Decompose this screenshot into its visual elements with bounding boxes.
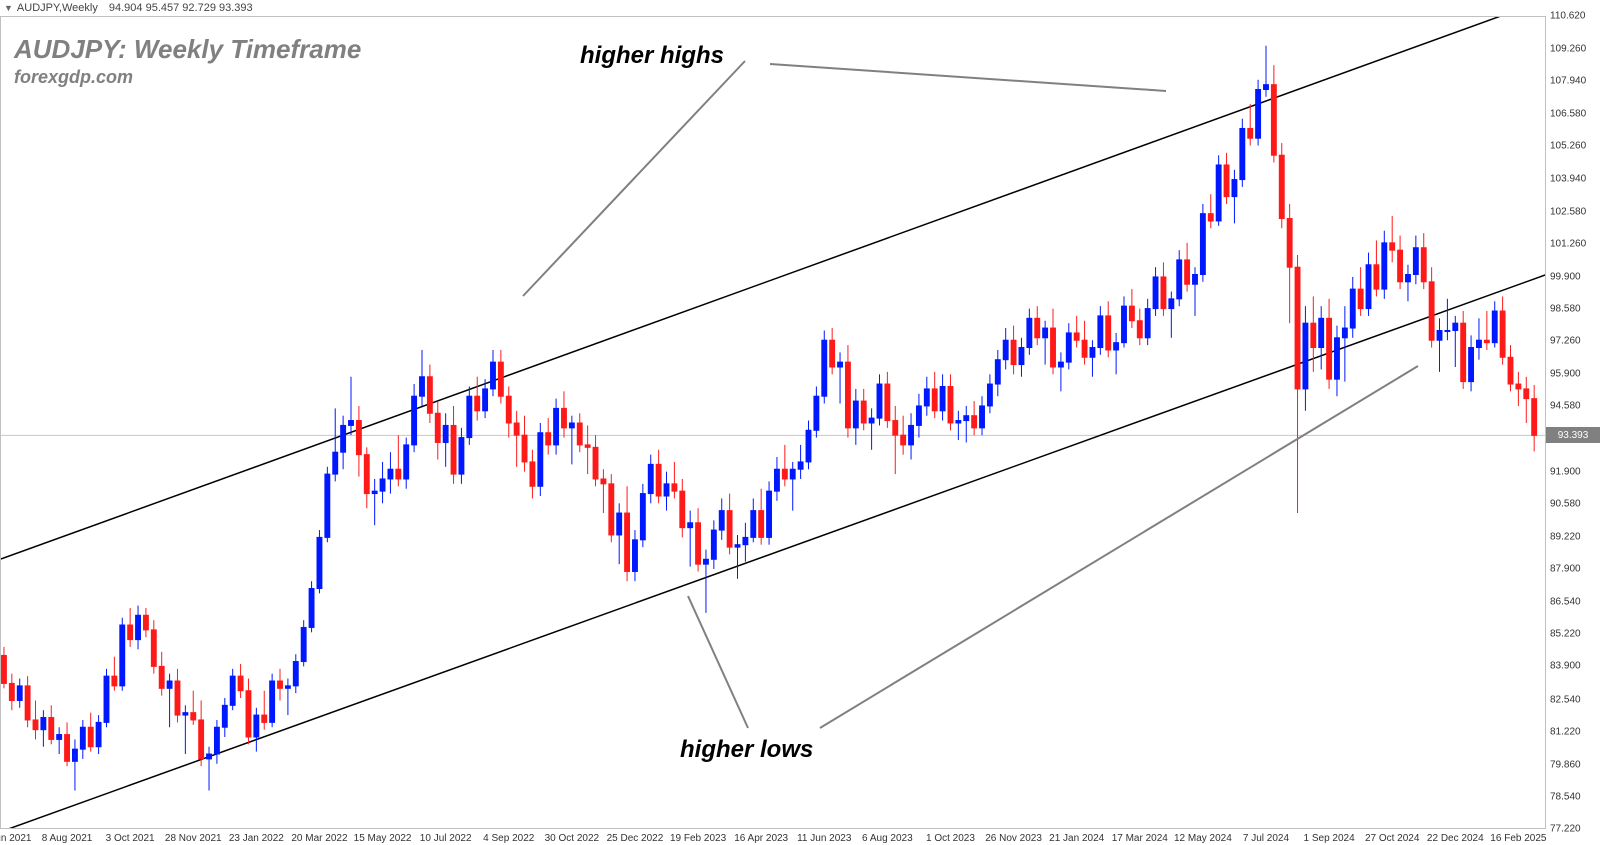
y-tick-label: 89.220 (1550, 531, 1581, 542)
current-price-tag: 93.393 (1546, 427, 1600, 443)
y-tick-label: 101.260 (1550, 238, 1586, 249)
y-tick-label: 95.900 (1550, 369, 1581, 380)
y-tick-label: 105.260 (1550, 141, 1586, 152)
x-tick-label: 4 Sep 2022 (483, 833, 534, 844)
plot-svg (0, 16, 1546, 829)
x-tick-label: 1 Sep 2024 (1303, 833, 1354, 844)
x-tick-label: 15 May 2022 (354, 833, 412, 844)
y-tick-label: 87.900 (1550, 564, 1581, 575)
y-axis: 110.620109.260107.940106.580105.260103.9… (1545, 16, 1600, 829)
x-tick-label: 8 Aug 2021 (42, 833, 93, 844)
y-tick-label: 83.900 (1550, 661, 1581, 672)
chart-container[interactable]: { "header": { "symbol": "AUDJPY,Weekly",… (0, 0, 1600, 845)
header-symbol: AUDJPY,Weekly (17, 2, 98, 14)
y-tick-label: 91.900 (1550, 466, 1581, 477)
x-axis: 13 Jun 2021 8 Aug 2021 3 Oct 2021 28 Nov 20… (0, 828, 1546, 845)
y-tick-label: 109.260 (1550, 44, 1586, 55)
x-tick-label: 7 Jul 2024 (1243, 833, 1289, 844)
y-tick-label: 103.940 (1550, 173, 1586, 184)
y-tick-label: 102.580 (1550, 206, 1586, 217)
chart-title-block: AUDJPY: Weekly Timeframe forexgdp.com (14, 34, 361, 88)
x-tick-label: 10 Jul 2022 (420, 833, 472, 844)
y-tick-label: 98.580 (1550, 304, 1581, 315)
x-tick-label: 21 Jan 2024 (1049, 833, 1104, 844)
y-tick-label: 97.260 (1550, 336, 1581, 347)
y-tick-label: 81.220 (1550, 726, 1581, 737)
x-tick-label: 23 Jan 2022 (229, 833, 284, 844)
x-tick-label: 3 Oct 2021 (106, 833, 155, 844)
y-tick-label: 77.220 (1550, 824, 1581, 835)
y-tick-label: 99.900 (1550, 271, 1581, 282)
y-tick-label: 107.940 (1550, 76, 1586, 87)
plot-area[interactable]: AUDJPY: Weekly Timeframe forexgdp.com hi… (0, 16, 1546, 829)
x-tick-label: 19 Feb 2023 (670, 833, 726, 844)
x-tick-label: 22 Dec 2024 (1427, 833, 1484, 844)
chart-header: ▼ AUDJPY,Weekly 94.904 95.457 92.729 93.… (0, 0, 257, 16)
x-tick-label: 16 Apr 2023 (734, 833, 788, 844)
x-tick-label: 20 Mar 2022 (291, 833, 347, 844)
annotation-higher-highs: higher highs (580, 42, 724, 70)
x-tick-label: 26 Nov 2023 (985, 833, 1042, 844)
dropdown-icon[interactable]: ▼ (4, 3, 13, 13)
chart-subtitle: forexgdp.com (14, 67, 361, 88)
y-tick-label: 94.580 (1550, 401, 1581, 412)
x-tick-label: 12 May 2024 (1174, 833, 1232, 844)
x-tick-label: 25 Dec 2022 (607, 833, 664, 844)
x-tick-label: 1 Oct 2023 (926, 833, 975, 844)
y-tick-label: 106.580 (1550, 109, 1586, 120)
y-tick-label: 79.860 (1550, 759, 1581, 770)
x-tick-label: 27 Oct 2024 (1365, 833, 1419, 844)
x-tick-label: 11 Jun 2023 (797, 833, 851, 844)
y-tick-label: 90.580 (1550, 498, 1581, 509)
y-tick-label: 86.540 (1550, 597, 1581, 608)
annotation-higher-lows: higher lows (680, 736, 813, 764)
x-tick-label: 13 Jun 2021 (0, 833, 31, 844)
y-tick-label: 85.220 (1550, 629, 1581, 640)
x-tick-label: 28 Nov 2021 (165, 833, 222, 844)
x-tick-label: 6 Aug 2023 (862, 833, 913, 844)
y-tick-label: 82.540 (1550, 694, 1581, 705)
y-tick-label: 78.540 (1550, 791, 1581, 802)
x-tick-label: 30 Oct 2022 (545, 833, 599, 844)
x-tick-label: 16 Feb 2025 (1490, 833, 1546, 844)
header-ohlc: 94.904 95.457 92.729 93.393 (109, 2, 253, 14)
x-tick-label: 17 Mar 2024 (1112, 833, 1168, 844)
y-tick-label: 110.620 (1550, 11, 1585, 22)
chart-title: AUDJPY: Weekly Timeframe (14, 34, 361, 65)
